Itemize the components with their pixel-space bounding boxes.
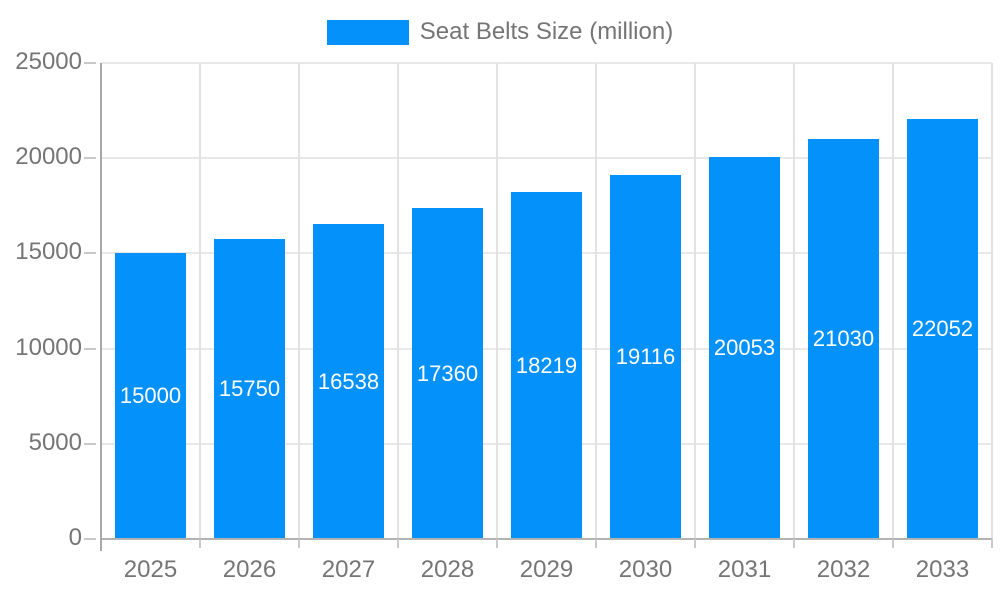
- bar[interactable]: 18219: [511, 192, 582, 539]
- x-axis-tick: [298, 539, 300, 548]
- gridline-vertical: [595, 63, 597, 539]
- y-axis-tick: [84, 62, 96, 64]
- bar-value-label: 22052: [911, 316, 974, 342]
- bar[interactable]: 19116: [610, 175, 681, 539]
- gridline-horizontal: [101, 62, 992, 64]
- x-tick-label: 2029: [519, 556, 574, 583]
- x-axis-tick: [496, 539, 498, 548]
- x-tick-label: 2027: [321, 556, 376, 583]
- y-axis-line: [100, 63, 102, 551]
- bar-value-label: 21030: [812, 325, 875, 351]
- legend[interactable]: Seat Belts Size (million): [0, 18, 1000, 46]
- gridline-vertical: [298, 63, 300, 539]
- x-tick-label: 2026: [222, 556, 277, 583]
- gridline-vertical: [991, 63, 993, 539]
- bar[interactable]: 15750: [214, 239, 285, 539]
- bar-value-label: 20053: [713, 335, 776, 361]
- x-axis-line: [101, 538, 992, 540]
- legend-swatch: [326, 19, 409, 45]
- x-axis-tick: [199, 539, 201, 548]
- y-tick-label: 5000: [28, 428, 82, 456]
- x-axis-tick: [793, 539, 795, 548]
- y-axis-tick: [84, 347, 96, 350]
- y-tick-label: 20000: [15, 143, 82, 171]
- y-tick-label: 25000: [15, 48, 82, 76]
- y-tick-label: 0: [68, 524, 82, 552]
- gridline-vertical: [793, 63, 795, 539]
- gridline-horizontal: [101, 157, 992, 160]
- y-axis-tick: [84, 538, 96, 540]
- y-axis: 0 5000 10000 15000 20000 25000: [0, 0, 101, 600]
- x-tick-label: 2025: [123, 556, 178, 583]
- x-tick-label: 2033: [915, 556, 970, 583]
- x-axis: 2025 2026 2027 2028 2029 2030 2031 2032 2033: [0, 539, 1000, 600]
- x-tick-label: 2028: [420, 556, 475, 583]
- bar[interactable]: 15000: [115, 253, 186, 539]
- legend-label: Seat Belts Size (million): [419, 18, 674, 45]
- bar[interactable]: 17360: [412, 208, 483, 539]
- bar-value-label: 16538: [317, 368, 380, 394]
- y-axis-tick: [84, 442, 96, 445]
- x-tick-label: 2032: [816, 556, 871, 583]
- plot-area: 15000 15750 16538 17360 18219 19116 20053 21030…: [101, 62, 993, 540]
- y-axis-tick: [84, 157, 96, 160]
- bar-value-label: 18219: [515, 352, 578, 378]
- x-axis-tick: [694, 539, 696, 548]
- bar-value-label: 17360: [416, 360, 479, 386]
- bar-value-label: 15750: [218, 376, 281, 402]
- bar-value-label: 15000: [119, 383, 182, 409]
- x-axis-tick: [595, 539, 597, 548]
- bar[interactable]: 22052: [907, 119, 978, 539]
- bar[interactable]: 16538: [313, 224, 384, 539]
- bar[interactable]: 21030: [808, 138, 879, 539]
- gridline-vertical: [694, 63, 696, 539]
- x-axis-tick: [892, 539, 894, 548]
- x-axis-tick: [397, 539, 399, 548]
- y-tick-label: 15000: [15, 238, 82, 266]
- gridline-vertical: [397, 63, 399, 539]
- bar[interactable]: 20053: [709, 157, 780, 539]
- y-tick-label: 10000: [15, 333, 82, 361]
- gridline-vertical: [496, 63, 498, 539]
- x-tick-label: 2030: [618, 556, 673, 583]
- bar-value-label: 19116: [615, 344, 676, 370]
- x-axis-tick: [991, 539, 993, 548]
- gridline-vertical: [199, 63, 201, 539]
- x-tick-label: 2031: [717, 556, 772, 583]
- y-axis-tick: [84, 252, 96, 255]
- gridline-vertical: [892, 63, 894, 539]
